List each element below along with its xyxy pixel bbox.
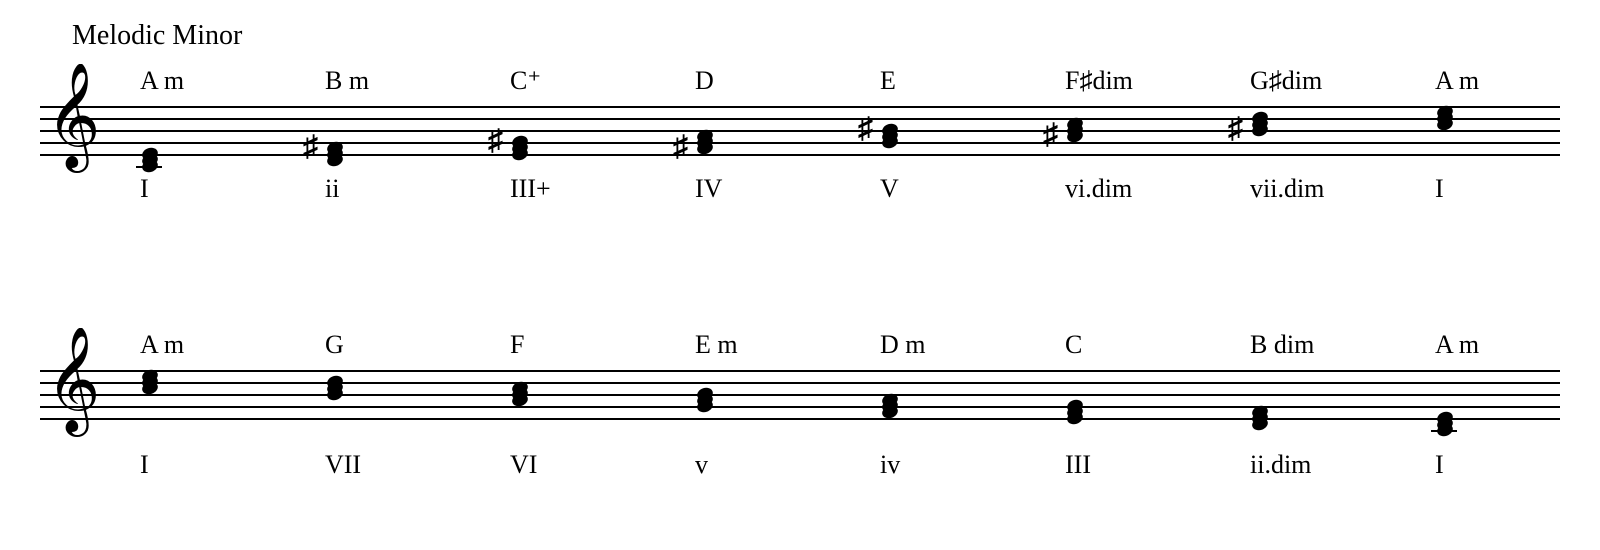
staff-line	[40, 418, 1560, 420]
chord-label: C	[1065, 330, 1082, 360]
roman-numeral-label: ii.dim	[1250, 450, 1311, 480]
staff-line	[40, 130, 1560, 132]
staff-system: 𝄞A mIGVIIFVIE mvD mivCIIIB dimii.dimA mI	[40, 370, 1560, 530]
roman-numeral-label: I	[140, 450, 149, 480]
chord-label: D m	[880, 330, 926, 360]
staff: 𝄞A mIB mii♯C⁺III+♯DIV♯EV♯F♯dimvi.dim♯G♯d…	[40, 106, 1560, 154]
chord-label: C⁺	[510, 66, 541, 96]
chord-label: D	[695, 66, 714, 96]
sharp-accidental-icon: ♯	[1228, 114, 1243, 144]
staff-system: 𝄞A mIB mii♯C⁺III+♯DIV♯EV♯F♯dimvi.dim♯G♯d…	[40, 106, 1560, 266]
roman-numeral-label: I	[140, 174, 149, 204]
staff-line	[40, 142, 1560, 144]
chord-label: A m	[1435, 66, 1479, 96]
treble-clef-icon: 𝄞	[46, 64, 96, 189]
roman-numeral-label: vi.dim	[1065, 174, 1132, 204]
chord-label: G♯dim	[1250, 66, 1322, 96]
chord-label: A m	[1435, 330, 1479, 360]
staff-line	[40, 406, 1560, 408]
roman-numeral-label: VI	[510, 450, 537, 480]
staff-line	[40, 154, 1560, 156]
roman-numeral-label: IV	[695, 174, 722, 204]
chord-label: F♯dim	[1065, 66, 1133, 96]
roman-numeral-label: V	[880, 174, 899, 204]
sharp-accidental-icon: ♯	[303, 132, 318, 162]
svg-text:𝄞: 𝄞	[46, 328, 96, 437]
svg-text:𝄞: 𝄞	[46, 64, 96, 173]
sharp-accidental-icon: ♯	[858, 114, 873, 144]
staff-line	[40, 370, 1560, 372]
chord-label: A m	[140, 66, 184, 96]
chord-label: B dim	[1250, 330, 1314, 360]
chord-label: A m	[140, 330, 184, 360]
roman-numeral-label: vii.dim	[1250, 174, 1324, 204]
staff: 𝄞A mIGVIIFVIE mvD mivCIIIB dimii.dimA mI	[40, 370, 1560, 418]
chord-label: G	[325, 330, 344, 360]
staff-line	[40, 394, 1560, 396]
staff-line	[40, 118, 1560, 120]
roman-numeral-label: III+	[510, 174, 551, 204]
staff-line	[40, 382, 1560, 384]
chord-label: F	[510, 330, 524, 360]
chord-label: E m	[695, 330, 738, 360]
roman-numeral-label: v	[695, 450, 708, 480]
sharp-accidental-icon: ♯	[488, 126, 503, 156]
treble-clef-icon: 𝄞	[46, 328, 96, 453]
staff-line	[40, 106, 1560, 108]
chord-label: B m	[325, 66, 369, 96]
roman-numeral-label: I	[1435, 174, 1444, 204]
roman-numeral-label: iv	[880, 450, 900, 480]
roman-numeral-label: ii	[325, 174, 339, 204]
roman-numeral-label: III	[1065, 450, 1091, 480]
roman-numeral-label: I	[1435, 450, 1444, 480]
roman-numeral-label: VII	[325, 450, 361, 480]
sharp-accidental-icon: ♯	[1043, 120, 1058, 150]
title: Melodic Minor	[72, 20, 242, 52]
sharp-accidental-icon: ♯	[673, 132, 688, 162]
chord-label: E	[880, 66, 896, 96]
